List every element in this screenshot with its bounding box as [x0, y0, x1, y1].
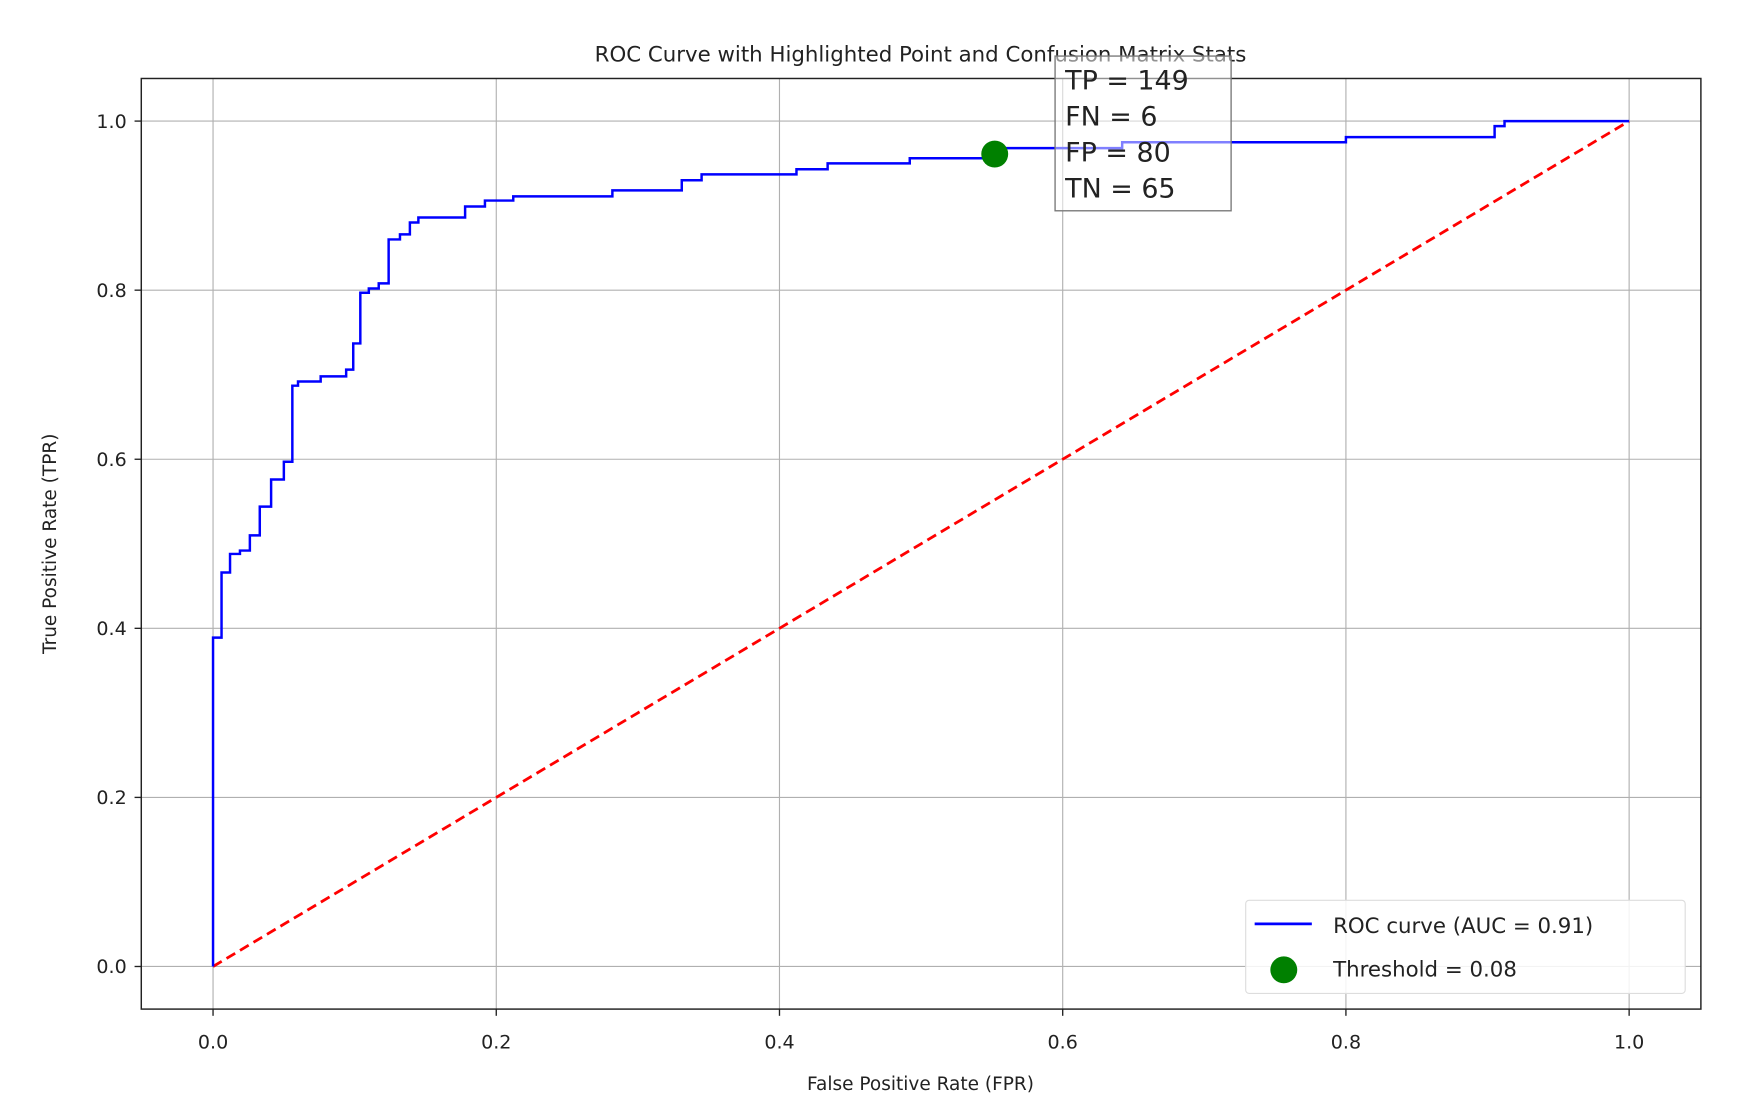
annotation-box	[1054, 55, 1232, 212]
y-tick-label: 0.8	[96, 280, 126, 302]
y-tick-label: 1.0	[96, 111, 126, 133]
series-layer	[211, 119, 1630, 968]
legend-threshold-marker	[1270, 956, 1298, 984]
axes-frame	[140, 77, 1702, 1010]
x-tick-label: 0.8	[1331, 1031, 1361, 1053]
chance-diagonal-line	[212, 119, 1630, 968]
legend-threshold-label: Threshold = 0.08	[1332, 958, 1517, 983]
annotation-fp: FP = 80	[1065, 137, 1171, 168]
y-tick-label: 0.4	[96, 618, 126, 640]
roc-curve-line	[211, 119, 1630, 967]
x-tick-label: 0.2	[481, 1031, 511, 1053]
ticks: 0.0 0.2 0.4 0.6 0.8 1.0 0.0 0.2 0.4 0.6 0.8 1.0	[96, 111, 1644, 1054]
annotation-tp: TP = 149	[1064, 66, 1189, 97]
x-tick-label: 1.0	[1614, 1031, 1644, 1053]
x-axis-label: False Positive Rate (FPR)	[807, 1074, 1034, 1095]
confusion-matrix-annotation: TP = 149 FN = 6 FP = 80 TN = 65	[1054, 55, 1232, 212]
threshold-point	[981, 140, 1009, 168]
legend-box	[1245, 899, 1686, 994]
legend: ROC curve (AUC = 0.91) Threshold = 0.08	[1245, 899, 1686, 994]
x-tick-label: 0.0	[198, 1031, 228, 1053]
y-axis-label: True Positive Rate (TPR)	[40, 434, 61, 655]
annotation-tn: TN = 65	[1064, 173, 1175, 204]
y-tick-label: 0.6	[96, 449, 126, 471]
y-tick-label: 0.0	[96, 956, 126, 978]
x-tick-label: 0.4	[764, 1031, 794, 1053]
y-tick-label: 0.2	[96, 787, 126, 809]
x-tick-label: 0.6	[1048, 1031, 1078, 1053]
legend-roc-label: ROC curve (AUC = 0.91)	[1333, 914, 1593, 939]
annotation-fn: FN = 6	[1065, 102, 1157, 133]
